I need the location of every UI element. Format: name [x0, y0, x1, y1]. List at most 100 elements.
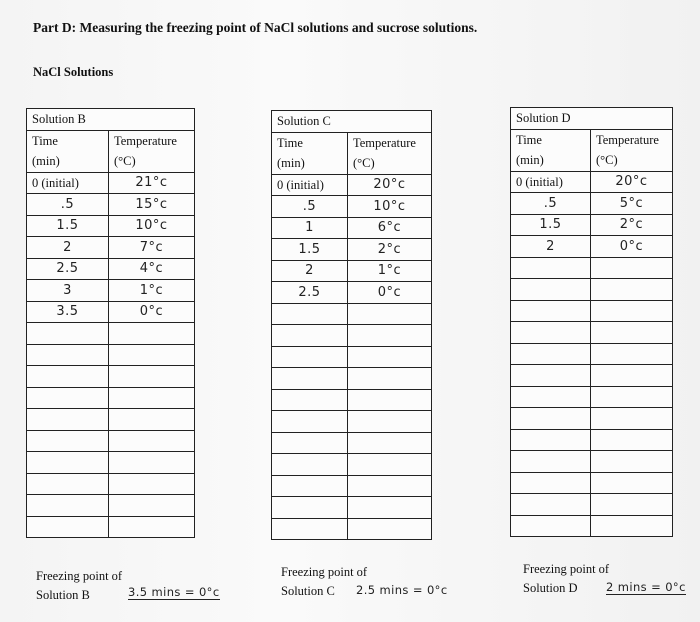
table-row: 1.5 10°c	[26, 214, 195, 237]
freezing-point-label: Freezing point of	[36, 569, 123, 583]
table-row	[26, 322, 195, 345]
table-row	[510, 364, 673, 387]
temperature-cell	[108, 515, 195, 538]
table-row	[271, 345, 432, 368]
time-cell	[26, 386, 109, 409]
time-cell: 2	[271, 259, 348, 282]
temperature-cell: 0°c	[108, 300, 195, 323]
table-row	[271, 302, 432, 325]
table-row	[271, 410, 432, 433]
temperature-cell	[108, 408, 195, 431]
temperature-cell	[347, 302, 432, 325]
table-row	[271, 517, 432, 540]
time-cell	[510, 493, 591, 516]
temperature-unit: (°C)	[347, 153, 432, 175]
temperature-cell: 1°c	[108, 279, 195, 302]
temperature-cell	[590, 471, 673, 494]
table-row	[271, 474, 432, 497]
table-row	[26, 408, 195, 431]
time-header: Time	[26, 129, 109, 151]
temperature-cell	[590, 299, 673, 322]
page-title: Part D: Measuring the freezing point of …	[33, 20, 478, 35]
time-cell: .5	[26, 193, 109, 216]
table-row	[510, 407, 673, 430]
solution-c-table: Solution C Time Temperature (min) (°C) 0 (ini…	[271, 110, 432, 540]
temperature-cell: 0°c	[347, 281, 432, 304]
temperature-cell	[347, 453, 432, 476]
temperature-unit: (°C)	[590, 150, 673, 172]
temperature-header: Temperature	[590, 128, 673, 150]
temperature-cell: 20°c	[347, 173, 432, 196]
temperature-cell	[347, 345, 432, 368]
freezing-point-d-label: Freezing point of Solution D	[523, 560, 609, 599]
table-row	[510, 342, 673, 365]
temperature-cell	[108, 451, 195, 474]
temperature-cell: 10°c	[347, 195, 432, 218]
table-row	[510, 299, 673, 322]
table-row	[26, 365, 195, 388]
temperature-cell: 21°c	[108, 171, 195, 194]
temperature-cell	[108, 472, 195, 495]
table-row: 3.5 0°c	[26, 300, 195, 323]
temperature-cell	[108, 365, 195, 388]
time-cell	[26, 451, 109, 474]
table-row	[510, 321, 673, 344]
table-row	[510, 493, 673, 516]
time-cell	[271, 431, 348, 454]
table-row	[510, 256, 673, 279]
table-header-row: (min) (°C)	[510, 150, 673, 172]
temperature-cell	[590, 364, 673, 387]
freezing-point-c-label: Freezing point of Solution C	[281, 563, 367, 602]
table-row	[26, 451, 195, 474]
time-cell: 2.5	[271, 281, 348, 304]
time-cell	[26, 515, 109, 538]
table-row	[271, 388, 432, 411]
time-cell: 0 (initial)	[510, 170, 591, 193]
time-cell	[271, 453, 348, 476]
table-header-row: Solution B	[26, 108, 195, 131]
table-header-row: Time Temperature	[510, 128, 673, 150]
time-cell	[271, 324, 348, 347]
temperature-cell: 6°c	[347, 216, 432, 239]
table-row	[26, 472, 195, 495]
temperature-cell	[590, 407, 673, 430]
table-row	[26, 429, 195, 452]
table-row: 0 (initial) 21°c	[26, 171, 195, 194]
time-cell	[510, 364, 591, 387]
temperature-cell	[108, 343, 195, 366]
time-unit: (min)	[271, 153, 348, 175]
temperature-cell	[347, 496, 432, 519]
freezing-point-solution: Solution B	[36, 588, 90, 603]
time-cell: 2	[26, 236, 109, 259]
freezing-point-solution: Solution D	[523, 581, 578, 596]
temperature-cell	[590, 256, 673, 279]
temperature-cell	[590, 342, 673, 365]
temperature-cell	[347, 324, 432, 347]
table-row: .5 5°c	[510, 192, 673, 215]
time-cell	[26, 365, 109, 388]
temperature-cell: 0°c	[590, 235, 673, 258]
time-cell	[26, 429, 109, 452]
time-cell	[271, 345, 348, 368]
time-cell	[510, 256, 591, 279]
table-row: 2 1°c	[271, 259, 432, 282]
table-header-row: Solution D	[510, 107, 673, 130]
temperature-header: Temperature	[347, 131, 432, 153]
temperature-cell: 7°c	[108, 236, 195, 259]
table-row: 2 7°c	[26, 236, 195, 259]
table-row	[271, 453, 432, 476]
time-cell: 3	[26, 279, 109, 302]
table-row	[271, 431, 432, 454]
time-cell	[510, 407, 591, 430]
table-row: 0 (initial) 20°c	[271, 173, 432, 196]
section-subtitle: NaCl Solutions	[33, 65, 114, 79]
table-row: 2.5 0°c	[271, 281, 432, 304]
time-cell	[26, 343, 109, 366]
freezing-point-d-value: 2 mins = 0°c	[606, 580, 686, 595]
table-header-row: (min) (°C)	[26, 151, 195, 173]
solution-name: Solution D	[510, 107, 673, 130]
table-row: 3 1°c	[26, 279, 195, 302]
temperature-cell: 2°c	[590, 213, 673, 236]
temperature-cell	[347, 431, 432, 454]
time-cell: 2	[510, 235, 591, 258]
